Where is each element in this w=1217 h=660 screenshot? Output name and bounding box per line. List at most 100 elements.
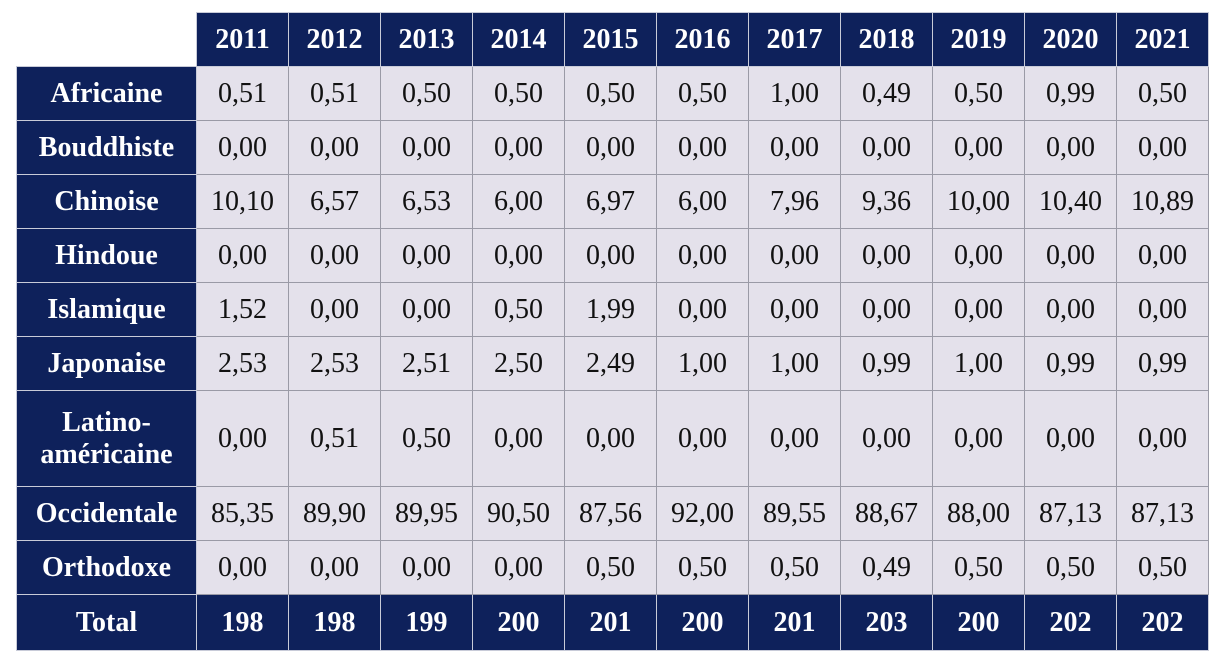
row-label: Islamique: [16, 282, 197, 337]
value-cell: 0,00: [288, 540, 381, 595]
value-cell: 0,00: [564, 120, 657, 175]
value-cell: 87,13: [1024, 486, 1117, 541]
value-cell: 0,00: [1024, 228, 1117, 283]
value-cell: 0,00: [656, 120, 749, 175]
value-cell: 0,50: [380, 390, 473, 487]
value-cell: 2,53: [196, 336, 289, 391]
value-cell: 0,00: [1116, 120, 1209, 175]
value-cell: 0,99: [840, 336, 933, 391]
value-cell: 0,99: [1024, 336, 1117, 391]
header-row: 2011 2012 2013 2014 2015 2016 2017 2018 2019 2020…: [16, 12, 1209, 67]
table-row: Occidentale 85,35 89,90 89,95 90,50 87,56 92,0…: [16, 486, 1209, 541]
value-cell: 0,51: [288, 66, 381, 121]
value-cell: 6,57: [288, 174, 381, 229]
table-row: Japonaise 2,53 2,53 2,51 2,50 2,49 1,00 1,00 0,9…: [16, 336, 1209, 391]
value-cell: 0,00: [564, 228, 657, 283]
value-cell: 0,50: [380, 66, 473, 121]
value-cell: 0,99: [1024, 66, 1117, 121]
year-header: 2019: [932, 12, 1025, 67]
value-cell: 1,00: [748, 336, 841, 391]
year-header: 2013: [380, 12, 473, 67]
total-cell: 201: [748, 594, 841, 651]
row-label: Total: [16, 594, 197, 651]
value-cell: 0,00: [748, 120, 841, 175]
total-cell: 201: [564, 594, 657, 651]
year-header: 2012: [288, 12, 381, 67]
value-cell: 0,50: [564, 540, 657, 595]
value-cell: 1,00: [748, 66, 841, 121]
value-cell: 0,00: [472, 228, 565, 283]
value-cell: 0,49: [840, 540, 933, 595]
table-row: Africaine 0,51 0,51 0,50 0,50 0,50 0,50 1,00 0,4…: [16, 66, 1209, 121]
value-cell: 88,00: [932, 486, 1025, 541]
value-cell: 0,00: [1024, 120, 1117, 175]
value-cell: 0,00: [932, 282, 1025, 337]
value-cell: 87,13: [1116, 486, 1209, 541]
data-table: 2011 2012 2013 2014 2015 2016 2017 2018 2019 2020…: [16, 12, 1209, 651]
value-cell: 0,50: [932, 66, 1025, 121]
value-cell: 10,10: [196, 174, 289, 229]
value-cell: 10,40: [1024, 174, 1117, 229]
value-cell: 89,90: [288, 486, 381, 541]
total-cell: 203: [840, 594, 933, 651]
total-cell: 198: [288, 594, 381, 651]
total-row: Total 198 198 199 200 201 200 201 203 200 202 202: [16, 594, 1209, 651]
value-cell: 0,00: [196, 390, 289, 487]
value-cell: 10,00: [932, 174, 1025, 229]
value-cell: 0,50: [1116, 540, 1209, 595]
year-header: 2015: [564, 12, 657, 67]
value-cell: 87,56: [564, 486, 657, 541]
year-header: 2014: [472, 12, 565, 67]
row-label: Latino-américaine: [16, 390, 197, 487]
row-label: Japonaise: [16, 336, 197, 391]
value-cell: 0,51: [196, 66, 289, 121]
value-cell: 89,55: [748, 486, 841, 541]
total-cell: 200: [932, 594, 1025, 651]
value-cell: 0,00: [380, 282, 473, 337]
year-header: 2020: [1024, 12, 1117, 67]
value-cell: 0,00: [472, 390, 565, 487]
value-cell: 88,67: [840, 486, 933, 541]
value-cell: 0,00: [380, 228, 473, 283]
value-cell: 0,50: [564, 66, 657, 121]
value-cell: 0,00: [472, 120, 565, 175]
value-cell: 1,00: [932, 336, 1025, 391]
value-cell: 6,53: [380, 174, 473, 229]
value-cell: 2,53: [288, 336, 381, 391]
year-header: 2017: [748, 12, 841, 67]
value-cell: 9,36: [840, 174, 933, 229]
table-row: Orthodoxe 0,00 0,00 0,00 0,00 0,50 0,50 0,50 0,4…: [16, 540, 1209, 595]
value-cell: 0,00: [1116, 390, 1209, 487]
row-label: Occidentale: [16, 486, 197, 541]
value-cell: 0,00: [656, 282, 749, 337]
value-cell: 0,00: [932, 390, 1025, 487]
total-cell: 199: [380, 594, 473, 651]
value-cell: 0,50: [472, 66, 565, 121]
value-cell: 0,00: [840, 120, 933, 175]
corner-cell: [16, 12, 197, 67]
row-label: Orthodoxe: [16, 540, 197, 595]
value-cell: 0,50: [1116, 66, 1209, 121]
value-cell: 0,49: [840, 66, 933, 121]
year-header: 2011: [196, 12, 289, 67]
value-cell: 2,49: [564, 336, 657, 391]
value-cell: 0,00: [932, 228, 1025, 283]
value-cell: 0,50: [748, 540, 841, 595]
total-cell: 200: [656, 594, 749, 651]
value-cell: 0,50: [472, 282, 565, 337]
value-cell: 0,50: [656, 540, 749, 595]
value-cell: 1,99: [564, 282, 657, 337]
value-cell: 0,00: [840, 228, 933, 283]
value-cell: 0,00: [288, 120, 381, 175]
row-label: Hindoue: [16, 228, 197, 283]
value-cell: 0,99: [1116, 336, 1209, 391]
value-cell: 0,50: [656, 66, 749, 121]
total-cell: 198: [196, 594, 289, 651]
value-cell: 2,50: [472, 336, 565, 391]
value-cell: 0,00: [656, 228, 749, 283]
value-cell: 0,00: [840, 390, 933, 487]
value-cell: 6,00: [656, 174, 749, 229]
row-label: Africaine: [16, 66, 197, 121]
value-cell: 0,00: [748, 390, 841, 487]
